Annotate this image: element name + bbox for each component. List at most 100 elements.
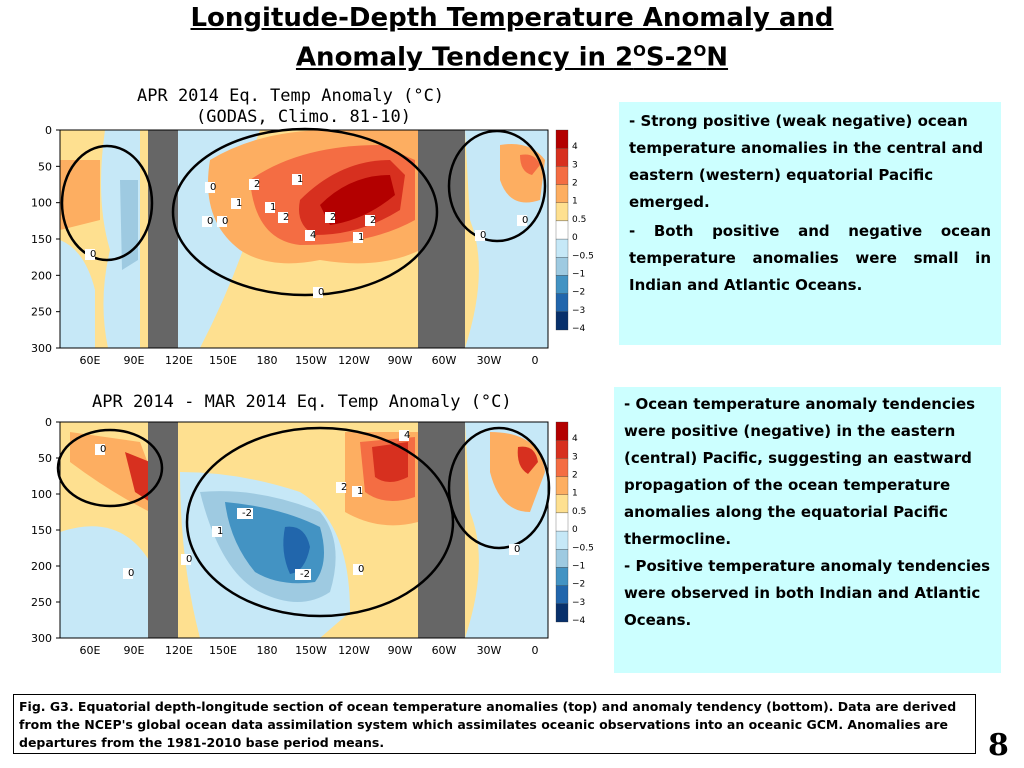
contour-label-bg <box>475 230 485 241</box>
colorbar-label: 3 <box>572 452 578 462</box>
contour-label: 0 <box>128 568 134 579</box>
colorbar-swatch <box>555 530 569 550</box>
contour-label-bg <box>295 569 311 580</box>
x-tick-label: 30W <box>477 354 502 367</box>
contour-label: 0 <box>522 215 528 226</box>
summary-para-3: - Ocean temperature anomaly tendencies w… <box>624 395 976 548</box>
negative-region <box>60 526 150 638</box>
positive-region <box>520 154 540 175</box>
positive-region <box>320 175 395 225</box>
contour-label: 0 <box>210 182 216 193</box>
summary-para-4: - Positive temperature anomaly tendencie… <box>624 557 991 629</box>
land-mask <box>418 130 465 348</box>
x-tick-label: 120E <box>165 644 193 657</box>
contour-label: 0 <box>90 249 96 260</box>
highlight-circle <box>447 129 547 243</box>
summary-para-2: - Both positive and negative ocean tempe… <box>629 222 991 294</box>
contour-label: 2 <box>341 482 347 493</box>
figure-caption: Fig. G3. Equatorial depth-longitude sect… <box>13 694 976 754</box>
colorbar-swatch <box>555 458 569 477</box>
colorbar-swatch <box>555 148 569 167</box>
contour-label: 0 <box>222 216 228 227</box>
summary-para-1: - Strong positive (weak negative) ocean … <box>629 112 984 211</box>
x-tick-label: 120W <box>338 354 370 367</box>
colorbar-swatch <box>555 512 569 532</box>
colorbar-swatch <box>555 603 569 623</box>
contour-label-bg <box>352 486 362 497</box>
positive-region <box>60 160 100 230</box>
contour-label-bg <box>212 526 222 537</box>
colorbar-label: −1 <box>572 561 585 571</box>
y-tick-label: 150 <box>31 524 52 537</box>
contour-label-bg <box>353 564 363 575</box>
colorbar-label: −2 <box>572 580 585 590</box>
land-mask <box>148 422 178 638</box>
contour-label: -2 <box>300 569 310 580</box>
colorbar-label: −1 <box>572 269 585 279</box>
x-tick-label: 60E <box>80 644 101 657</box>
contour-label: 0 <box>207 216 213 227</box>
colorbar-label: 1 <box>572 197 578 207</box>
negative-region <box>283 526 310 574</box>
contour-label-bg <box>292 174 302 185</box>
contour-label: 1 <box>358 232 364 243</box>
colorbar-swatch <box>555 421 569 441</box>
contour-label: 0 <box>100 444 106 455</box>
x-tick-label: 180 <box>257 354 278 367</box>
highlight-circle <box>447 426 551 550</box>
summary-box-top: - Strong positive (weak negative) ocean … <box>619 102 1001 345</box>
x-tick-label: 0 <box>532 354 539 367</box>
negative-region <box>60 240 95 348</box>
x-tick-label: 60W <box>432 644 457 657</box>
contour-label-bg <box>181 554 191 565</box>
highlight-circle <box>171 127 439 297</box>
y-tick-label: 100 <box>31 197 52 210</box>
x-tick-label: 180 <box>257 644 278 657</box>
colorbar-swatch <box>555 220 569 240</box>
y-tick-label: 150 <box>31 233 52 246</box>
colorbar-swatch <box>555 311 569 331</box>
x-tick-label: 90W <box>388 644 413 657</box>
contour-label: 0 <box>318 287 324 298</box>
colorbar-swatch <box>555 184 569 203</box>
colorbar-swatch <box>555 549 569 568</box>
positive-region <box>125 452 150 502</box>
contour-label-bg <box>336 482 346 493</box>
colorbar-label: −3 <box>572 306 585 316</box>
contour-label-bg <box>231 198 241 209</box>
x-tick-label: 0 <box>532 644 539 657</box>
colorbar-label: 0 <box>572 233 578 243</box>
contour-label: 1 <box>236 198 242 209</box>
contour-label-bg <box>365 215 375 226</box>
y-tick-label: 300 <box>31 342 52 355</box>
contour-label: 2 <box>283 212 289 223</box>
x-tick-label: 150E <box>209 354 237 367</box>
colorbar-label: 4 <box>572 142 578 152</box>
y-tick-label: 250 <box>31 306 52 319</box>
y-tick-label: 50 <box>38 160 52 173</box>
contour-label-bg <box>202 216 212 227</box>
y-tick-label: 200 <box>31 560 52 573</box>
colorbar-label: 0.5 <box>572 215 586 225</box>
colorbar-swatch <box>555 585 569 604</box>
summary-box-bottom: - Ocean temperature anomaly tendencies w… <box>614 387 1001 673</box>
colorbar-swatch <box>555 494 569 514</box>
land-mask <box>148 130 178 348</box>
x-tick-label: 30W <box>477 644 502 657</box>
contour-label: 2 <box>330 212 336 223</box>
x-tick-label: 150E <box>209 644 237 657</box>
x-tick-label: 120E <box>165 354 193 367</box>
bottom-panel-title: APR 2014 - MAR 2014 Eq. Temp Anomaly (°C… <box>92 392 512 412</box>
x-tick-label: 150W <box>295 354 327 367</box>
x-tick-label: 150W <box>295 644 327 657</box>
contour-label-bg <box>509 544 519 555</box>
contour-label: 1 <box>297 174 303 185</box>
contour-label: 1 <box>357 486 363 497</box>
contour-label-bg <box>278 212 288 223</box>
contour-label: 0 <box>480 230 486 241</box>
contour-label-bg <box>353 232 363 243</box>
contour-label-bg <box>123 568 133 579</box>
colorbar-swatch <box>555 257 569 276</box>
